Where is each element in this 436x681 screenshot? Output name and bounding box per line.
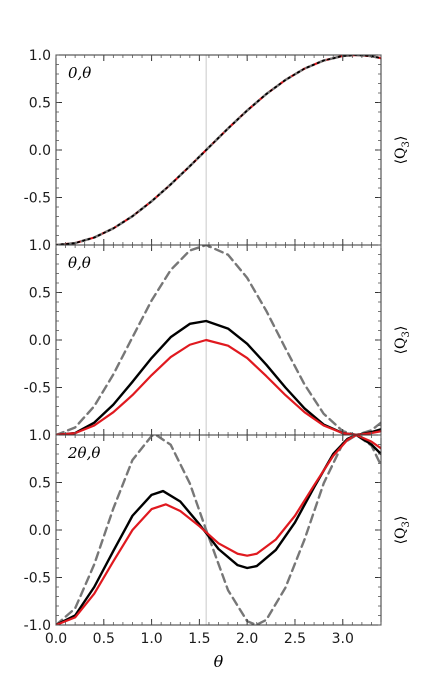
x-tick-label: 0.0 [45, 631, 67, 647]
x-tick-label: 1.0 [140, 631, 162, 647]
y-tick-label: -1.0 [24, 618, 51, 634]
series-line-gray-dashed-3 [56, 435, 381, 625]
y-tick-label: -0.5 [24, 571, 51, 587]
plot-frame [55, 244, 382, 436]
x-tick-label: 3.0 [332, 631, 354, 647]
y-tick-label: -0.5 [24, 191, 51, 207]
panel-3: 1.0 0.5 0.0 -0.5 -1.0 2θ,θ ⟨Q3⟩ [24, 428, 412, 634]
x-tick-label: 0.5 [93, 631, 115, 647]
y-tick-label: 1.0 [29, 428, 51, 444]
y-tick-label: 0.5 [29, 96, 51, 112]
y-tick-label: 0.5 [29, 286, 51, 302]
panel-label: 2θ,θ [67, 444, 100, 462]
panel-label: 0,θ [68, 64, 91, 82]
panel-2: 1.0 0.5 0.0 -0.5 θ,θ ⟨Q3⟩ [24, 238, 412, 436]
y-axis-label: ⟨Q3⟩ [393, 136, 412, 165]
y-tick-label: 0.0 [29, 523, 51, 539]
x-tick-label: 1.5 [188, 631, 210, 647]
series-line-black-dotted-1 [56, 55, 381, 245]
y-tick-label: 0.0 [29, 333, 51, 349]
series-line-gray-dashed-2 [56, 245, 381, 435]
y-axis-label: ⟨Q3⟩ [393, 516, 412, 545]
x-tick-label: 2.5 [284, 631, 306, 647]
y-tick-label: 0.5 [29, 476, 51, 492]
series-line-gray-dashed-1 [56, 55, 381, 245]
series-line-red-solid-3 [56, 435, 381, 625]
panel-1: 1.0 0.5 0.0 -0.5 0,θ ⟨Q3⟩ [24, 48, 412, 246]
y-tick-label: 0.0 [29, 143, 51, 159]
y-tick-label: 1.0 [29, 238, 51, 254]
series-line-red-solid-1 [56, 55, 381, 245]
panel-label: θ,θ [68, 254, 91, 272]
plot-frame [55, 54, 382, 246]
y-axis-label: ⟨Q3⟩ [393, 326, 412, 355]
x-axis-label: θ [214, 652, 224, 671]
x-tick-label: 2.0 [236, 631, 258, 647]
y-tick-label: -0.5 [24, 381, 51, 397]
y-tick-label: 1.0 [29, 48, 51, 64]
